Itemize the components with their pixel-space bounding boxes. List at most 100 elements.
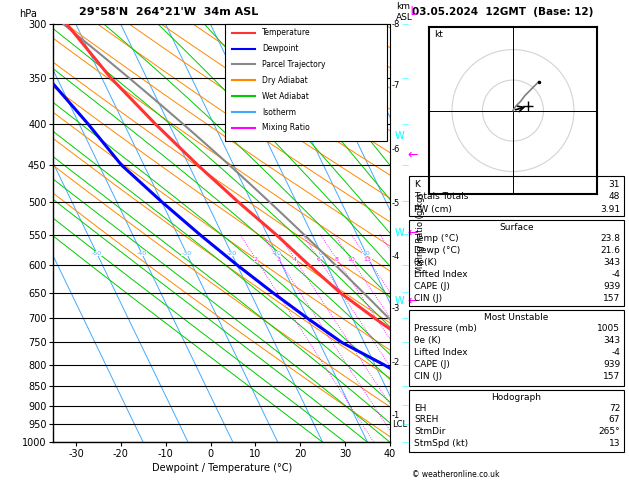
Text: Parcel Trajectory: Parcel Trajectory [262, 60, 326, 69]
Text: W: W [394, 228, 404, 238]
Text: Totals Totals: Totals Totals [414, 192, 468, 201]
Text: Temperature: Temperature [262, 28, 311, 37]
Text: StmDir: StmDir [414, 427, 445, 436]
Text: W: W [394, 131, 404, 141]
Text: Pressure (mb): Pressure (mb) [414, 324, 477, 332]
Text: Isotherm: Isotherm [262, 107, 296, 117]
Text: —: — [401, 162, 408, 168]
Text: -5: -5 [392, 199, 400, 208]
Text: ←: ← [408, 227, 418, 240]
Text: Dewpoint: Dewpoint [262, 44, 299, 53]
Text: km
ASL: km ASL [396, 2, 413, 22]
Text: θe(K): θe(K) [414, 258, 438, 267]
Text: 67: 67 [609, 416, 620, 424]
Text: —: — [401, 403, 408, 409]
Text: -4: -4 [392, 252, 400, 260]
Text: Lifted Index: Lifted Index [414, 348, 467, 357]
Text: Most Unstable: Most Unstable [484, 313, 548, 322]
Text: —: — [401, 262, 408, 268]
Text: -50: -50 [92, 251, 102, 256]
Text: -30: -30 [181, 251, 191, 256]
Text: —: — [401, 75, 408, 81]
Text: Temp (°C): Temp (°C) [414, 234, 459, 243]
Text: 265°: 265° [599, 427, 620, 436]
Text: -2: -2 [392, 358, 400, 367]
Text: —: — [401, 339, 408, 346]
Text: Hodograph: Hodograph [491, 393, 542, 402]
Text: -6: -6 [392, 145, 400, 154]
Text: CAPE (J): CAPE (J) [414, 282, 450, 291]
Text: 13: 13 [364, 257, 372, 261]
Text: SREH: SREH [414, 416, 438, 424]
Text: W: W [394, 296, 404, 306]
Text: -1: -1 [392, 411, 400, 420]
Text: hPa: hPa [19, 9, 36, 19]
Text: 0: 0 [319, 251, 323, 256]
Text: -3: -3 [392, 304, 400, 313]
Text: Mixing Ratio (g/kg): Mixing Ratio (g/kg) [416, 193, 425, 273]
Text: EH: EH [414, 404, 426, 413]
Text: CAPE (J): CAPE (J) [414, 360, 450, 369]
Text: 23.8: 23.8 [600, 234, 620, 243]
Text: —: — [401, 439, 408, 445]
Text: Dry Adiabat: Dry Adiabat [262, 76, 308, 85]
Text: └: └ [408, 8, 416, 22]
Text: —: — [401, 315, 408, 321]
Text: 21.6: 21.6 [600, 246, 620, 255]
Text: 157: 157 [603, 372, 620, 381]
Text: ←: ← [408, 149, 418, 162]
Text: -8: -8 [392, 20, 400, 29]
Text: 03.05.2024  12GMT  (Base: 12): 03.05.2024 12GMT (Base: 12) [412, 7, 593, 17]
Text: -4: -4 [611, 270, 620, 279]
Text: 2: 2 [254, 257, 258, 261]
Text: ←: ← [408, 295, 418, 308]
Text: —: — [401, 290, 408, 295]
Text: —: — [401, 21, 408, 27]
Text: -10: -10 [271, 251, 281, 256]
Text: 10: 10 [362, 251, 370, 256]
Text: —: — [401, 199, 408, 205]
Text: 1005: 1005 [597, 324, 620, 332]
Text: -20: -20 [226, 251, 237, 256]
Text: 10: 10 [347, 257, 355, 261]
Text: 48: 48 [609, 192, 620, 201]
Text: Wet Adiabat: Wet Adiabat [262, 92, 309, 101]
Text: kt: kt [433, 31, 443, 39]
Text: 157: 157 [603, 295, 620, 303]
Text: —: — [401, 362, 408, 368]
Text: 13: 13 [609, 439, 620, 448]
Text: StmSpd (kt): StmSpd (kt) [414, 439, 468, 448]
Text: 6: 6 [317, 257, 321, 261]
Text: -40: -40 [136, 251, 147, 256]
Text: Dewp (°C): Dewp (°C) [414, 246, 460, 255]
Text: LCL: LCL [392, 420, 407, 429]
Text: 4: 4 [293, 257, 297, 261]
Text: 343: 343 [603, 258, 620, 267]
Text: 3.91: 3.91 [600, 205, 620, 214]
Text: Surface: Surface [499, 223, 534, 232]
Text: -4: -4 [611, 348, 620, 357]
Text: —: — [401, 232, 408, 238]
Text: —: — [401, 383, 408, 389]
Text: —: — [401, 421, 408, 428]
Text: 939: 939 [603, 282, 620, 291]
Text: 31: 31 [609, 180, 620, 189]
Text: Lifted Index: Lifted Index [414, 270, 467, 279]
Text: 72: 72 [609, 404, 620, 413]
Text: PW (cm): PW (cm) [414, 205, 452, 214]
Text: θe (K): θe (K) [414, 336, 441, 345]
Text: —: — [401, 121, 408, 127]
Text: 29°58'N  264°21'W  34m ASL: 29°58'N 264°21'W 34m ASL [79, 7, 258, 17]
Text: 8: 8 [335, 257, 338, 261]
Text: CIN (J): CIN (J) [414, 295, 442, 303]
Text: Mixing Ratio: Mixing Ratio [262, 123, 310, 133]
Text: 3: 3 [276, 257, 281, 261]
Text: CIN (J): CIN (J) [414, 372, 442, 381]
Text: K: K [414, 180, 420, 189]
X-axis label: Dewpoint / Temperature (°C): Dewpoint / Temperature (°C) [152, 463, 292, 473]
Text: 939: 939 [603, 360, 620, 369]
Text: © weatheronline.co.uk: © weatheronline.co.uk [412, 469, 499, 479]
Text: -7: -7 [392, 81, 400, 90]
FancyBboxPatch shape [225, 24, 387, 141]
Text: 343: 343 [603, 336, 620, 345]
